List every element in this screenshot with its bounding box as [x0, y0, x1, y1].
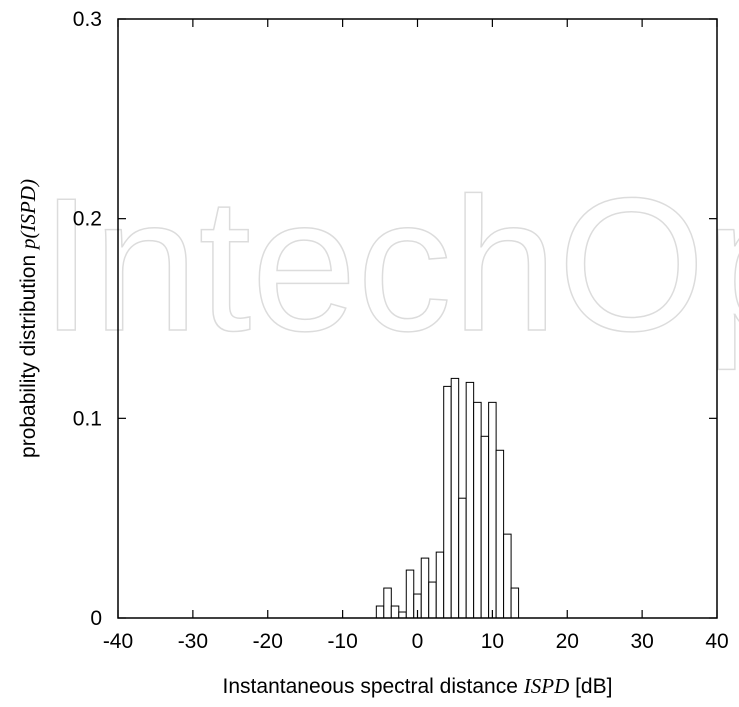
x-tick-label-7: 30 [630, 630, 653, 653]
histogram-bar-12 [465, 381, 475, 619]
histogram-bar-17 [503, 533, 512, 619]
histogram-bar-16 [495, 449, 505, 619]
axis-ticks [117, 18, 718, 619]
y-tick-label-3: 0.3 [73, 8, 102, 31]
histogram-bar-9 [443, 385, 452, 619]
x-tick-labels: -40 -30 -20 -10 0 10 20 30 40 [103, 630, 729, 653]
y-axis-label: probability distribution p(ISPD) [16, 179, 40, 458]
histogram-bars [375, 377, 520, 619]
y-tick-labels: 0 0.1 0.2 0.3 [73, 8, 102, 630]
histogram-bar-13 [473, 401, 482, 619]
x-tick-label-4: 0 [412, 630, 424, 653]
watermark-text: IntechOpen [40, 159, 739, 371]
histogram-bar-3 [398, 611, 407, 619]
histogram-bar-2 [390, 605, 400, 619]
x-tick-label-5: 10 [481, 630, 504, 653]
histogram-bar-4 [405, 569, 415, 619]
histogram-bar-18 [510, 587, 520, 619]
x-axis-label: Instantaneous spectral distance ISPD [dB… [223, 674, 613, 698]
x-tick-label-0: -40 [103, 630, 133, 653]
histogram-bar-8 [435, 551, 445, 619]
histogram-bar-10 [450, 377, 460, 619]
histogram-bar-6 [420, 557, 430, 619]
x-tick-label-6: 20 [556, 630, 579, 653]
histogram-bar-1 [383, 587, 392, 619]
x-tick-label-2: -20 [253, 630, 283, 653]
y-tick-label-0: 0 [90, 607, 102, 630]
y-tick-label-1: 0.1 [73, 407, 102, 430]
histogram-bar-15 [488, 401, 497, 619]
x-tick-label-3: -10 [327, 630, 357, 653]
histogram-bar-0 [375, 605, 385, 619]
histogram-bar-7 [428, 581, 437, 619]
histogram-bar-14 [480, 435, 490, 619]
histogram-bar-11 [458, 497, 467, 619]
y-tick-label-2: 0.2 [73, 208, 102, 231]
x-tick-label-1: -30 [178, 630, 208, 653]
x-tick-label-8: 40 [705, 630, 728, 653]
